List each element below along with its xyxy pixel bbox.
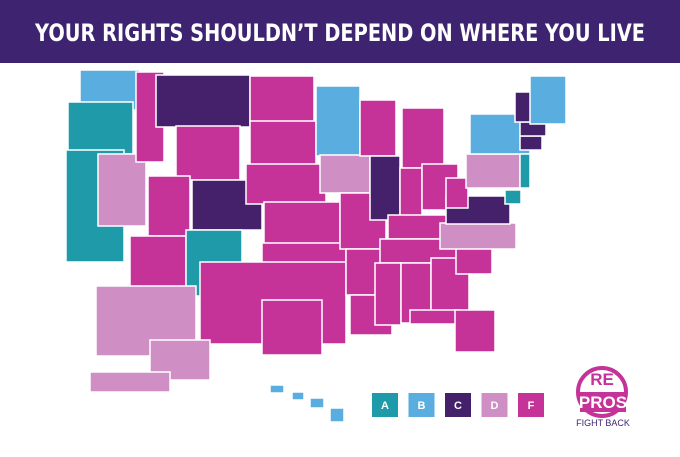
state [97,153,147,227]
state [329,407,345,423]
state [249,75,315,123]
state [291,391,305,401]
state [369,155,401,221]
logo: RE PROS FIGHT BACK [576,366,630,428]
state [147,175,191,237]
legend-swatch [518,393,544,417]
state [374,262,402,326]
legend-swatch [445,393,471,417]
state [175,125,241,181]
state [319,154,371,194]
state [149,339,211,381]
state [67,101,134,155]
legend-label: F [528,400,535,412]
title: YOUR RIGHTS SHOULDN’T DEPEND ON WHERE YO… [34,19,645,47]
state [249,120,317,166]
header-band [0,0,680,63]
state [465,153,521,189]
state [359,99,397,157]
state [315,85,361,157]
state [439,222,517,250]
state [504,189,522,205]
state [269,384,285,394]
state [454,309,496,353]
logo-pros: PROS [579,393,627,412]
state [155,74,251,128]
state [89,371,171,393]
state [263,201,341,245]
state [309,397,325,409]
logo-re: RE [590,370,614,389]
legend-label: D [491,400,499,412]
state [409,309,461,325]
state [261,299,323,356]
logo-tagline: FIGHT BACK [576,418,630,428]
legend-swatch [481,393,508,417]
legend-label: B [418,400,426,412]
state [245,163,327,205]
legend-label: C [454,400,462,412]
logo-box [580,392,626,412]
legend-label: A [381,400,389,412]
state [455,247,493,275]
us-map [65,69,567,423]
legend-swatch [408,393,435,417]
state [529,75,567,125]
state [519,153,531,189]
state [519,135,543,151]
state [399,167,423,221]
legend-swatch [372,393,398,417]
state [430,257,470,314]
state [401,107,445,169]
state [445,177,469,209]
